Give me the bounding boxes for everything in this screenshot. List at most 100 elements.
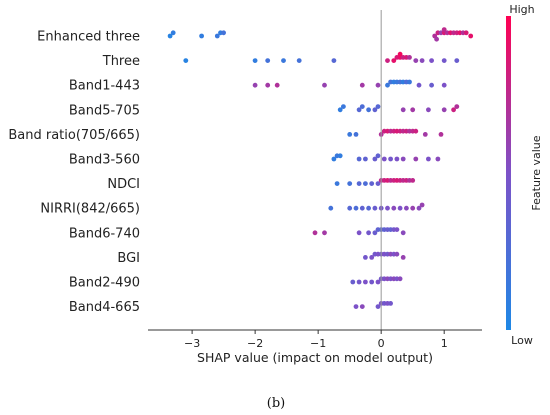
data-point (347, 205, 353, 211)
feature-label: NDCI (107, 177, 140, 192)
data-point (404, 205, 409, 211)
data-point (366, 107, 371, 113)
feature-label: BGI (117, 251, 140, 266)
data-point (441, 82, 447, 88)
data-point (375, 304, 381, 309)
data-point (416, 205, 422, 211)
data-point (454, 104, 460, 109)
data-point (454, 58, 460, 63)
data-point (350, 279, 356, 285)
data-point (426, 156, 431, 162)
data-point (422, 132, 428, 137)
data-point (363, 181, 368, 187)
x-tick-label: −2 (247, 337, 263, 350)
data-point (388, 156, 393, 162)
data-point (331, 156, 337, 162)
data-point (372, 205, 378, 211)
data-point (322, 230, 327, 236)
data-point (375, 82, 381, 88)
data-point (353, 132, 359, 137)
data-point (413, 156, 419, 162)
data-point (426, 107, 431, 113)
data-point (429, 82, 434, 88)
data-point (341, 104, 346, 109)
data-point (400, 255, 406, 260)
data-point (372, 230, 378, 236)
data-point (252, 82, 258, 88)
data-point (381, 156, 387, 162)
colorbar (506, 16, 511, 330)
data-point (281, 58, 286, 63)
feature-label: Band5-705 (69, 103, 140, 118)
data-point (391, 58, 397, 63)
data-point (468, 33, 474, 39)
data-point (413, 128, 419, 134)
data-point (199, 33, 205, 39)
data-point (337, 153, 343, 159)
feature-labels: Enhanced three Three Band1-443 Band5-705 Ban… (8, 30, 140, 316)
data-point (359, 104, 365, 109)
data-point (363, 156, 368, 162)
feature-label: Three (102, 54, 140, 69)
data-point (413, 58, 419, 63)
data-point (391, 205, 397, 211)
x-tick-label: −1 (310, 337, 326, 350)
data-point (356, 279, 362, 285)
data-point (372, 107, 378, 113)
data-point (183, 58, 189, 63)
data-point (347, 181, 353, 187)
data-point (375, 279, 381, 285)
feature-label: Band1-443 (69, 79, 140, 94)
data-point (356, 156, 362, 162)
data-point (356, 181, 362, 187)
data-point (410, 178, 416, 183)
data-point (416, 82, 422, 88)
data-point (375, 181, 381, 187)
colorbar-title: Feature value (530, 135, 543, 210)
data-point (366, 230, 371, 236)
data-point (419, 202, 425, 208)
data-point (366, 205, 371, 211)
figure-caption: (b) (267, 396, 285, 411)
data-point (265, 58, 271, 63)
data-points (167, 27, 474, 309)
data-point (441, 58, 447, 63)
feature-label: Band3-560 (69, 153, 140, 168)
data-point (385, 82, 390, 88)
data-point (328, 205, 334, 211)
data-point (359, 304, 365, 309)
data-point (334, 181, 340, 187)
data-point (397, 51, 403, 57)
data-point (356, 230, 362, 236)
data-point (400, 107, 406, 113)
data-point (221, 30, 227, 36)
data-point (312, 230, 318, 236)
feature-label: Band6-740 (69, 226, 140, 241)
data-point (252, 58, 258, 63)
data-point (397, 276, 403, 282)
data-point (407, 79, 412, 85)
data-point (363, 255, 368, 260)
colorbar-high-label: High (509, 3, 534, 16)
data-point (369, 279, 375, 285)
feature-label: Band2-490 (69, 276, 140, 291)
feature-label: Enhanced three (37, 30, 140, 45)
feature-label: NIRRI(842/665) (40, 202, 140, 217)
data-point (372, 156, 378, 162)
data-point (394, 156, 400, 162)
data-point (214, 33, 220, 39)
data-point (441, 107, 447, 113)
colorbar-low-label: Low (511, 334, 533, 347)
data-point (388, 301, 393, 306)
data-point (359, 82, 365, 88)
x-tick-label: 1 (441, 337, 448, 350)
data-point (410, 205, 416, 211)
data-point (400, 230, 406, 236)
data-point (400, 156, 406, 162)
data-point (434, 36, 439, 42)
data-point (167, 33, 173, 39)
data-point (419, 58, 425, 63)
data-point (274, 82, 280, 88)
data-point (265, 82, 271, 88)
